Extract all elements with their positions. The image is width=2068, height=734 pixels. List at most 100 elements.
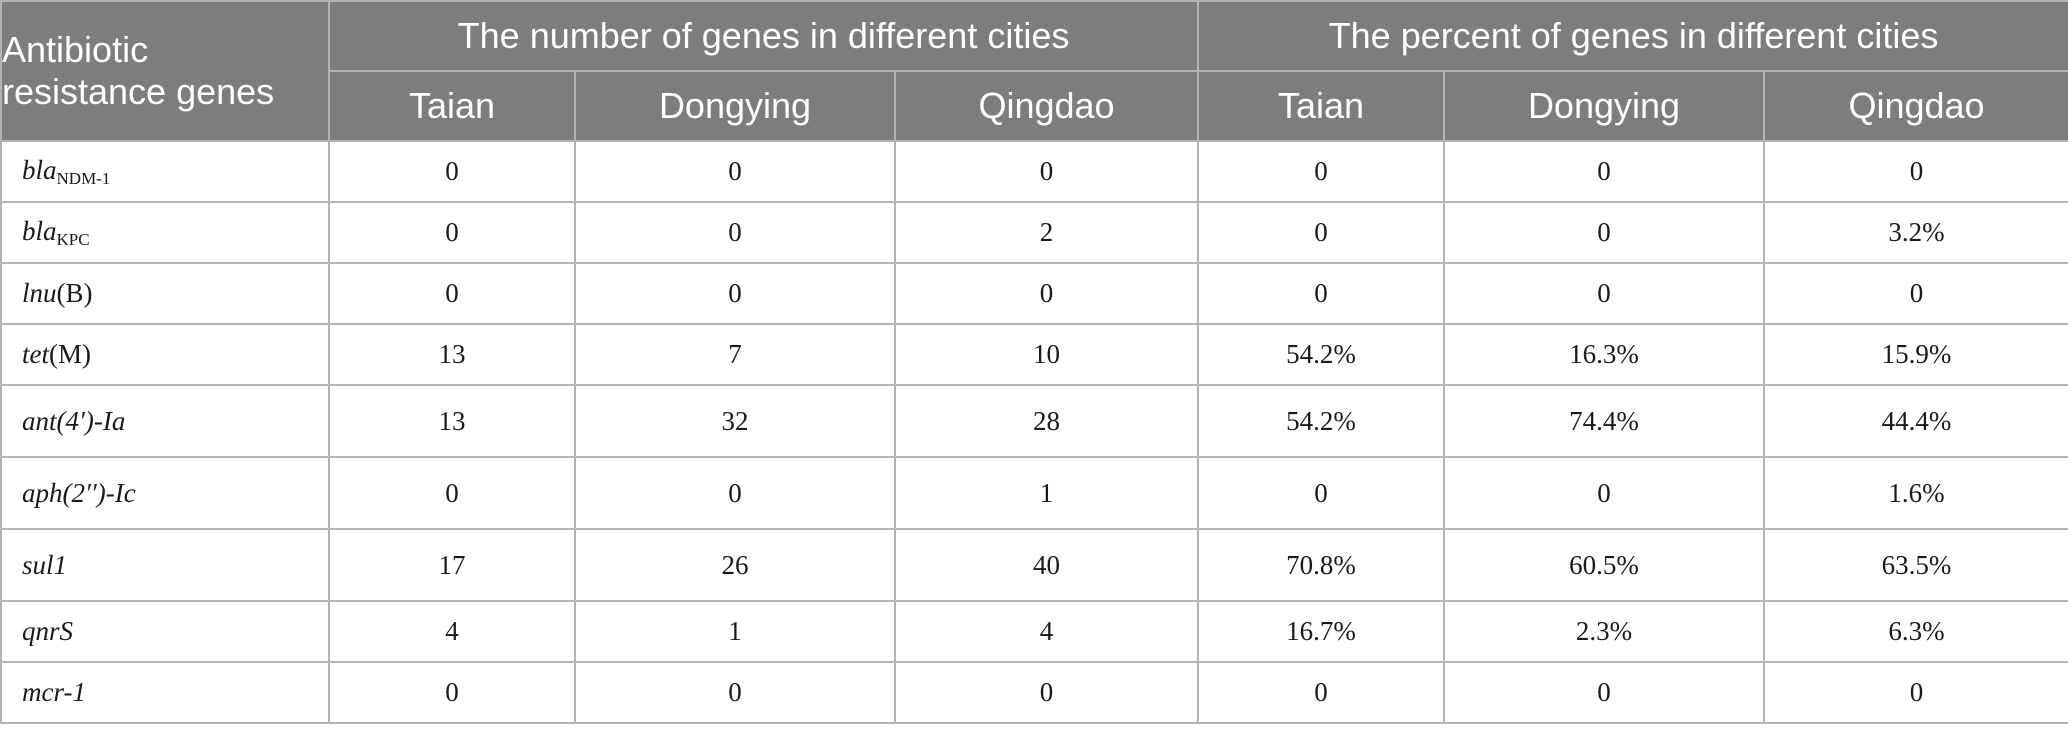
count-cell: 40 — [894, 528, 1199, 602]
count-cell: 4 — [894, 600, 1199, 663]
percent-city-header-taian: Taian — [1197, 70, 1445, 142]
percent-cell: 0 — [1197, 661, 1445, 724]
count-cell: 0 — [328, 661, 576, 724]
table-row: blaKPC 0 0 2 0 0 3.2% — [0, 201, 2068, 264]
percent-cell: 54.2% — [1197, 384, 1445, 458]
gene-header-line1: Antibiotic — [2, 29, 149, 70]
count-cell: 0 — [328, 201, 576, 264]
gene-header-line2: resistance genes — [2, 71, 275, 112]
percent-city-header-dongying: Dongying — [1443, 70, 1765, 142]
count-cell: 0 — [574, 661, 896, 724]
percent-cell: 2.3% — [1443, 600, 1765, 663]
count-cell: 0 — [574, 456, 896, 530]
count-cell: 0 — [894, 661, 1199, 724]
percent-cell: 0 — [1443, 456, 1765, 530]
percent-cell: 0 — [1197, 140, 1445, 203]
percent-cell: 0 — [1762, 262, 2068, 325]
count-cell: 13 — [328, 323, 576, 386]
gene-name: qnrS — [22, 616, 74, 646]
table-row: blaNDM-1 0 0 0 0 0 0 — [0, 140, 2068, 203]
percent-cell: 60.5% — [1443, 528, 1765, 602]
gene-name: bla — [22, 154, 57, 185]
table-row: ant(4′)-Ia 13 32 28 54.2% 74.4% 44.4% — [0, 384, 2068, 458]
count-cell: 0 — [574, 140, 896, 203]
percent-cell: 0 — [1197, 456, 1445, 530]
gene-name: bla — [22, 215, 57, 246]
count-city-header-taian: Taian — [328, 70, 576, 142]
percent-cell: 15.9% — [1762, 323, 2068, 386]
gene-name: lnu — [22, 278, 57, 308]
percent-cell: 54.2% — [1197, 323, 1445, 386]
table-header: Antibiotic resistance genes The number o… — [0, 0, 2068, 142]
count-cell: 0 — [328, 140, 576, 203]
percent-cell: 3.2% — [1762, 201, 2068, 264]
header-row-groups: Antibiotic resistance genes The number o… — [0, 0, 2068, 142]
percent-cell: 70.8% — [1197, 528, 1445, 602]
table-row: aph(2′′)-Ic 0 0 1 0 0 1.6% — [0, 456, 2068, 530]
table-row: sul1 17 26 40 70.8% 60.5% 63.5% — [0, 528, 2068, 602]
count-cell: 10 — [894, 323, 1199, 386]
gene-name-cell: blaKPC — [0, 201, 330, 264]
gene-name-cell: aph(2′′)-Ic — [0, 456, 330, 530]
percent-cell: 16.7% — [1197, 600, 1445, 663]
gene-suffix: (M) — [49, 339, 91, 369]
table-body: blaNDM-1 0 0 0 0 0 0 blaKPC 0 0 2 0 0 3.2% lnu(B) 0 0 0 0 0… — [0, 140, 2068, 724]
gene-subscript: NDM-1 — [56, 168, 111, 188]
percent-cell: 0 — [1197, 201, 1445, 264]
count-cell: 0 — [574, 262, 896, 325]
gene-name-cell: blaNDM-1 — [0, 140, 330, 203]
percent-cell: 0 — [1762, 661, 2068, 724]
count-cell: 26 — [574, 528, 896, 602]
percent-cell: 16.3% — [1443, 323, 1765, 386]
table-row: mcr-1 0 0 0 0 0 0 — [0, 661, 2068, 724]
gene-name: tet — [22, 339, 49, 369]
gene-name-cell: mcr-1 — [0, 661, 330, 724]
count-cell: 0 — [894, 262, 1199, 325]
count-cell: 13 — [328, 384, 576, 458]
percent-cell: 0 — [1443, 140, 1765, 203]
table-row: lnu(B) 0 0 0 0 0 0 — [0, 262, 2068, 325]
count-cell: 0 — [894, 140, 1199, 203]
percent-group-header: The percent of genes in different cities — [1196, 0, 2068, 72]
gene-name: aph(2′′)-Ic — [22, 477, 136, 508]
gene-name: ant(4′)-Ia — [22, 405, 126, 436]
count-cell: 7 — [574, 323, 896, 386]
percent-cell: 44.4% — [1762, 384, 2068, 458]
count-city-header-dongying: Dongying — [574, 70, 896, 142]
gene-column-header: Antibiotic resistance genes — [0, 0, 330, 142]
percent-cell: 0 — [1443, 201, 1765, 264]
gene-name-cell: ant(4′)-Ia — [0, 384, 330, 458]
gene-name-cell: tet(M) — [0, 323, 330, 386]
count-cell: 1 — [894, 456, 1199, 530]
percent-cell: 0 — [1443, 661, 1765, 724]
gene-name-cell: qnrS — [0, 600, 330, 663]
percent-city-header-qingdao: Qingdao — [1762, 70, 2068, 142]
percent-cell: 0 — [1197, 262, 1445, 325]
gene-suffix: (B) — [56, 278, 93, 308]
count-cell: 17 — [328, 528, 576, 602]
count-city-header-qingdao: Qingdao — [894, 70, 1199, 142]
gene-subscript: KPC — [56, 229, 90, 249]
header-row-cities: Taian Dongying Qingdao Taian Dongying Qi… — [1, 70, 2068, 142]
count-cell: 28 — [894, 384, 1199, 458]
count-cell: 1 — [574, 600, 896, 663]
percent-cell: 6.3% — [1762, 600, 2068, 663]
count-cell: 32 — [574, 384, 896, 458]
count-cell: 0 — [574, 201, 896, 264]
percent-cell: 0 — [1762, 140, 2068, 203]
percent-cell: 63.5% — [1762, 528, 2068, 602]
gene-name: mcr-1 — [22, 677, 86, 707]
percent-cell: 0 — [1443, 262, 1765, 325]
count-cell: 2 — [894, 201, 1199, 264]
gene-name: sul1 — [22, 549, 68, 580]
percent-cell: 74.4% — [1443, 384, 1765, 458]
count-cell: 0 — [328, 456, 576, 530]
count-cell: 0 — [328, 262, 576, 325]
table-row: tet(M) 13 7 10 54.2% 16.3% 15.9% — [0, 323, 2068, 386]
percent-cell: 1.6% — [1762, 456, 2068, 530]
number-group-header: The number of genes in different cities — [328, 0, 1199, 72]
gene-name-cell: lnu(B) — [0, 262, 330, 325]
count-cell: 4 — [328, 600, 576, 663]
table-row: qnrS 4 1 4 16.7% 2.3% 6.3% — [0, 600, 2068, 663]
